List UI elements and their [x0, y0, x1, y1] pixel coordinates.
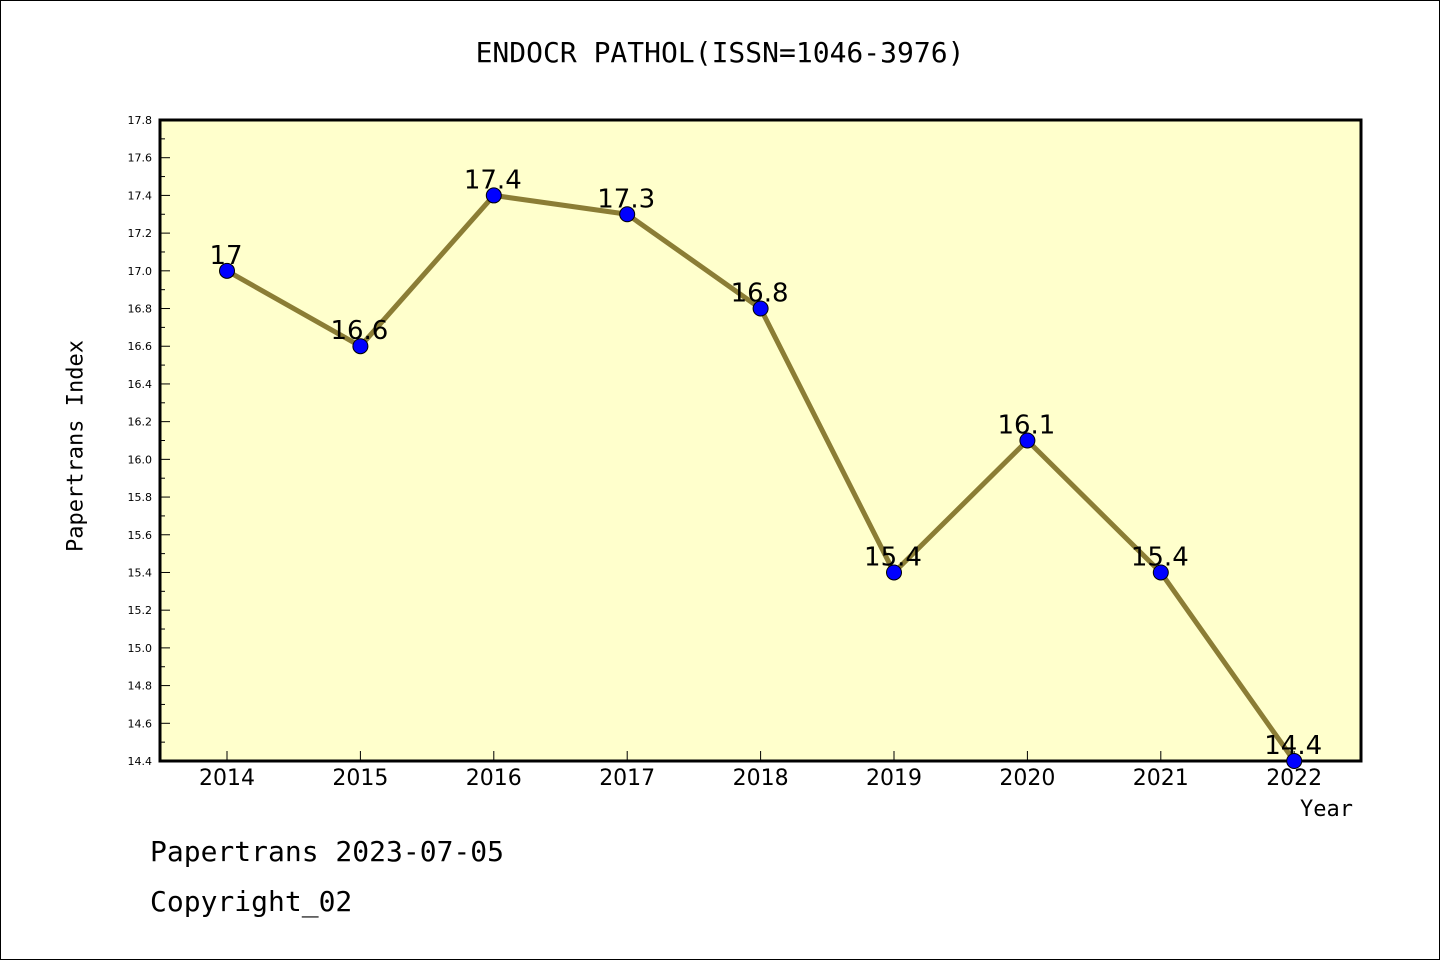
y-tick-label: 15.0 [128, 642, 153, 655]
data-label: 14.4 [1264, 731, 1322, 761]
x-tick-label: 2021 [1133, 766, 1189, 791]
data-point [352, 338, 369, 355]
y-tick-label: 16.0 [128, 453, 153, 466]
data-label: 16.8 [731, 279, 789, 309]
y-tick-label: 16.6 [128, 340, 153, 353]
y-tick-label: 15.4 [128, 566, 153, 579]
data-point [1019, 432, 1036, 449]
plot-area [158, 118, 1363, 763]
y-tick-label: 16.2 [128, 416, 153, 429]
y-axis-ticks: 14.4 14.6 14.8 15.0 15.2 15.4 15.6 15.8 16.0 16.2… [128, 114, 170, 768]
y-tick-label: 16.4 [128, 378, 153, 391]
data-label: 17.4 [464, 165, 522, 195]
x-tick-label: 2015 [332, 766, 388, 791]
y-tick-label: 16.8 [128, 303, 153, 316]
x-axis-ticks: 2014 2015 2016 2017 2018 2019 2020 2021 2022 [199, 751, 1322, 791]
data-point [219, 262, 235, 279]
data-label: 16.6 [330, 316, 388, 346]
data-point [752, 300, 769, 317]
data-point [1152, 564, 1169, 581]
y-tick-label: 14.8 [128, 680, 153, 693]
y-tick-label: 15.8 [128, 491, 153, 504]
x-tick-label: 2018 [733, 766, 789, 791]
data-label: 17.3 [597, 184, 655, 214]
x-tick-label: 2016 [466, 766, 522, 791]
footer-date: Papertrans 2023-07-05 [150, 835, 505, 868]
x-tick-label: 2020 [999, 766, 1055, 791]
y-tick-label: 15.6 [128, 529, 153, 542]
data-point [1286, 753, 1303, 769]
data-labels: 17 16.6 17.4 17.3 16.8 15.4 16.1 15.4 14.4 [209, 165, 1322, 761]
footer-copyright: Copyright_02 [150, 885, 353, 918]
x-tick-label: 2019 [866, 766, 922, 791]
y-tick-label: 17.6 [128, 152, 153, 165]
x-axis-label: Year [1300, 797, 1353, 822]
y-tick-label: 17.4 [128, 189, 153, 202]
x-tick-label: 2014 [199, 766, 255, 791]
data-label: 15.4 [864, 542, 922, 572]
data-point [485, 187, 502, 204]
y-tick-label: 14.4 [128, 755, 153, 768]
y-tick-label: 17.8 [128, 114, 153, 127]
data-label: 16.1 [997, 411, 1055, 441]
y-tick-label: 15.2 [128, 604, 153, 617]
x-tick-label: 2017 [599, 766, 655, 791]
data-points [219, 187, 1303, 769]
data-label: 17 [209, 241, 242, 271]
data-point [886, 564, 902, 581]
x-tick-label: 2022 [1266, 766, 1322, 791]
chart-title: ENDOCR PATHOL(ISSN=1046-3976) [475, 36, 965, 69]
data-point [619, 206, 636, 223]
y-tick-label: 17.2 [128, 227, 153, 240]
y-tick-label: 14.6 [128, 717, 153, 730]
y-tick-label: 17.0 [128, 265, 153, 278]
data-label: 15.4 [1131, 542, 1189, 572]
